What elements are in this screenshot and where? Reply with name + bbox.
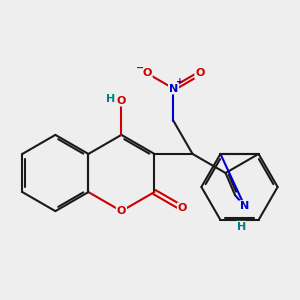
Text: O: O [178, 203, 187, 213]
Text: O: O [117, 206, 126, 216]
Text: O: O [195, 68, 205, 78]
Text: O: O [117, 96, 126, 106]
Text: H: H [106, 94, 116, 104]
Text: N: N [169, 83, 178, 94]
Text: −: − [136, 63, 144, 73]
Text: H: H [237, 222, 246, 232]
Text: +: + [176, 77, 184, 86]
Text: N: N [240, 201, 249, 211]
Text: O: O [142, 68, 152, 78]
